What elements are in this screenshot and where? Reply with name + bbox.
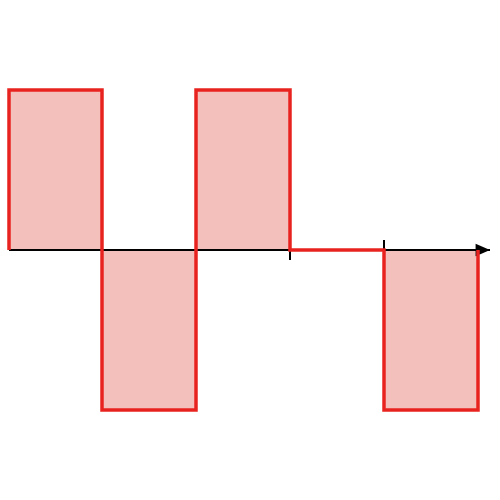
waveform-plot bbox=[0, 0, 500, 500]
